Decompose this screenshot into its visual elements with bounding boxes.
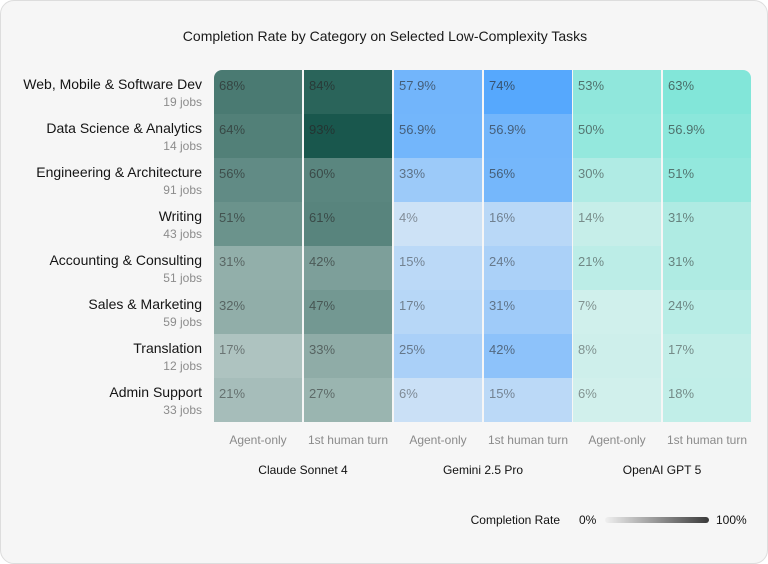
heatmap-cell: 24% xyxy=(663,290,751,334)
category-label: Accounting & Consulting xyxy=(49,252,202,268)
heatmap-cell: 17% xyxy=(394,290,482,334)
heatmap-cell: 64% xyxy=(214,114,302,158)
heatmap-cell: 53% xyxy=(573,70,661,114)
heatmap-cell: 74% xyxy=(484,70,572,114)
jobs-count: 59 jobs xyxy=(163,315,202,329)
heatmap-cell: 6% xyxy=(573,378,661,422)
heatmap-cell: 16% xyxy=(484,202,572,246)
heatmap-cell: 56% xyxy=(484,158,572,202)
column-label: 1st human turn xyxy=(666,433,748,447)
heatmap-cell: 31% xyxy=(484,290,572,334)
legend-min-label: 0% xyxy=(579,513,597,527)
category-label: Sales & Marketing xyxy=(88,296,202,312)
heatmap-cell: 63% xyxy=(663,70,751,114)
category-label: Engineering & Architecture xyxy=(36,164,202,180)
heatmap-cell: 56.9% xyxy=(484,114,572,158)
jobs-count: 33 jobs xyxy=(163,403,202,417)
legend-title: Completion Rate xyxy=(470,513,560,527)
model-group-label: Gemini 2.5 Pro xyxy=(442,463,524,477)
row-label: Web, Mobile & Software Dev 19 jobs xyxy=(0,76,202,110)
heatmap-cell: 15% xyxy=(484,378,572,422)
jobs-count: 43 jobs xyxy=(163,227,202,241)
category-label: Admin Support xyxy=(109,384,202,400)
heatmap-cell: 33% xyxy=(394,158,482,202)
heatmap-cell: 8% xyxy=(573,334,661,378)
legend-gradient-bar xyxy=(605,517,709,523)
heatmap-cell: 21% xyxy=(573,246,661,290)
heatmap-cell: 31% xyxy=(214,246,302,290)
heatmap-cell: 17% xyxy=(663,334,751,378)
heatmap-cell: 24% xyxy=(484,246,572,290)
category-label: Translation xyxy=(133,340,202,356)
row-label: Data Science & Analytics 14 jobs xyxy=(0,120,202,154)
heatmap-cell: 51% xyxy=(663,158,751,202)
heatmap-cell: 68% xyxy=(214,70,302,114)
heatmap-cell: 42% xyxy=(484,334,572,378)
jobs-count: 14 jobs xyxy=(163,139,202,153)
column-label: Agent-only xyxy=(588,433,646,447)
heatmap-cell: 6% xyxy=(394,378,482,422)
heatmap-cell: 27% xyxy=(304,378,392,422)
heatmap-cell: 15% xyxy=(394,246,482,290)
legend-max-label: 100% xyxy=(716,513,747,527)
heatmap-cell: 7% xyxy=(573,290,661,334)
row-label: Translation 12 jobs xyxy=(0,340,202,374)
column-label: Agent-only xyxy=(229,433,287,447)
heatmap-cell: 21% xyxy=(214,378,302,422)
column-label: 1st human turn xyxy=(307,433,389,447)
heatmap-cell: 56.9% xyxy=(394,114,482,158)
row-label: Writing 43 jobs xyxy=(0,208,202,242)
jobs-count: 12 jobs xyxy=(163,359,202,373)
heatmap-cell: 51% xyxy=(214,202,302,246)
heatmap-cell: 84% xyxy=(304,70,392,114)
jobs-count: 51 jobs xyxy=(163,271,202,285)
row-label: Engineering & Architecture 91 jobs xyxy=(0,164,202,198)
model-group-label: OpenAI GPT 5 xyxy=(622,463,702,477)
chart-title: Completion Rate by Category on Selected … xyxy=(182,28,588,44)
column-label: Agent-only xyxy=(409,433,467,447)
heatmap-cell: 30% xyxy=(573,158,661,202)
heatmap-cell: 31% xyxy=(663,202,751,246)
heatmap-cell: 60% xyxy=(304,158,392,202)
row-label: Sales & Marketing 59 jobs xyxy=(0,296,202,330)
heatmap-cell: 61% xyxy=(304,202,392,246)
jobs-count: 19 jobs xyxy=(163,95,202,109)
category-label: Writing xyxy=(158,208,202,224)
heatmap-cell: 57.9% xyxy=(394,70,482,114)
row-label: Accounting & Consulting 51 jobs xyxy=(0,252,202,286)
heatmap-cell: 14% xyxy=(573,202,661,246)
heatmap-cell: 18% xyxy=(663,378,751,422)
heatmap-cell: 56% xyxy=(214,158,302,202)
heatmap-cell: 47% xyxy=(304,290,392,334)
heatmap-cell: 32% xyxy=(214,290,302,334)
heatmap-cell: 93% xyxy=(304,114,392,158)
category-label: Web, Mobile & Software Dev xyxy=(23,76,202,92)
heatmap-cell: 31% xyxy=(663,246,751,290)
column-label: 1st human turn xyxy=(487,433,569,447)
jobs-count: 91 jobs xyxy=(163,183,202,197)
category-label: Data Science & Analytics xyxy=(46,120,202,136)
heatmap-cell: 33% xyxy=(304,334,392,378)
heatmap-cell: 56.9% xyxy=(663,114,751,158)
heatmap-cell: 17% xyxy=(214,334,302,378)
model-group-label: Claude Sonnet 4 xyxy=(258,463,348,477)
heatmap-cell: 4% xyxy=(394,202,482,246)
heatmap-cell: 50% xyxy=(573,114,661,158)
row-label: Admin Support 33 jobs xyxy=(0,384,202,418)
heatmap-cell: 42% xyxy=(304,246,392,290)
heatmap-cell: 25% xyxy=(394,334,482,378)
